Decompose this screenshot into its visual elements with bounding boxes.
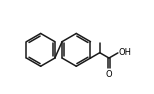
Text: O: O bbox=[106, 70, 112, 79]
Text: OH: OH bbox=[119, 48, 132, 57]
